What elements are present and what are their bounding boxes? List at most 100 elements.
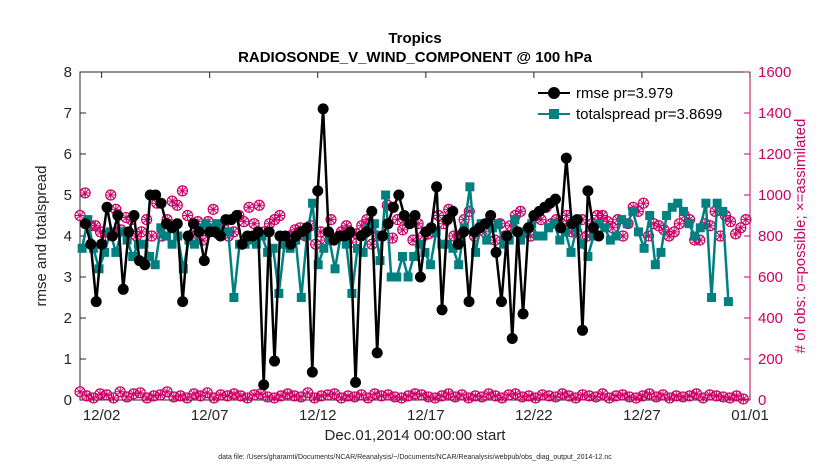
obs-assimilated-point [436, 390, 447, 401]
rmse-point [366, 205, 378, 217]
obs-assimilated-point [195, 390, 206, 401]
totalspread-point [341, 239, 351, 249]
totalspread-point [707, 293, 717, 302]
obs-assimilated-point [269, 392, 280, 403]
rmse-point [441, 214, 453, 226]
totalspread-point [482, 235, 492, 245]
legend: rmse pr=3.979 totalspread pr=3.8699 [533, 80, 743, 128]
rmse-point [258, 379, 270, 391]
totalspread-point [656, 247, 666, 257]
obs-assimilated-point [715, 231, 726, 241]
obs-assimilated-point [146, 231, 157, 241]
rmse-point [447, 205, 459, 217]
rmse-point [79, 218, 91, 230]
rmse-point [517, 308, 529, 320]
rmse-point [123, 226, 135, 238]
rmse-point [252, 226, 264, 238]
rmse-point [306, 366, 318, 378]
rmse-point [150, 189, 162, 201]
obs-assimilated-point [136, 226, 147, 237]
rmse-point [155, 197, 167, 209]
x-tick-label: 12/02 [83, 407, 121, 424]
totalspread-point [712, 198, 722, 208]
obs-assimilated-point [264, 218, 275, 229]
rmse-point [587, 222, 599, 234]
x-axis: 12/02 12/07 12/12 12/17 12/22 12/27 01/01 [83, 72, 769, 424]
obs-assimilated-point [564, 390, 575, 401]
obs-assimilated-point [633, 206, 644, 217]
rmse-point [506, 333, 518, 344]
obs-assimilated-point [607, 222, 618, 233]
y-tick-label: 6 [64, 146, 72, 163]
obs-assimilated-point [90, 220, 101, 231]
totalspread-point [223, 227, 233, 237]
obs-assimilated-point [188, 388, 199, 399]
y2-tick-label: 400 [758, 310, 783, 327]
totalspread-point [471, 247, 481, 257]
obs-assimilated-point [550, 391, 561, 402]
obs-assimilated-point [416, 389, 427, 400]
totalspread-point [695, 223, 705, 233]
obs-assimilated-point [197, 235, 208, 246]
obs-assimilated-point [643, 231, 654, 241]
y-tick-label: 8 [64, 64, 72, 81]
totalspread-point [353, 243, 363, 253]
y-axis-label: rmse and totalspread [33, 166, 50, 307]
rmse-point [236, 238, 248, 250]
obs-assimilated-point [269, 214, 280, 225]
x-tick-label: 12/22 [515, 407, 553, 424]
rmse-point [425, 222, 437, 234]
obs-assimilated-point [229, 388, 240, 399]
obs-assimilated-point [228, 226, 239, 237]
y2-tick-label: 0 [758, 392, 766, 409]
rmse-point [193, 226, 205, 238]
obs-assimilated-point [325, 214, 336, 225]
obs-assimilated-point [664, 392, 675, 403]
obs-assimilated-point [105, 190, 116, 200]
rmse-point [398, 210, 410, 221]
obs-assimilated-point [413, 218, 424, 229]
obs-assimilated-point [254, 200, 265, 211]
y-tick-label: 0 [64, 392, 72, 409]
obs-assimilated-point [95, 226, 106, 237]
obs-assimilated-point [604, 392, 615, 403]
rmse-point [463, 296, 475, 308]
obs-assimilated-point [505, 220, 516, 231]
obs-assimilated-point [694, 235, 705, 246]
totalspread-point [437, 239, 447, 249]
rmse-point [323, 226, 335, 238]
obs-assimilated-point [80, 187, 91, 198]
obs-assimilated-point [302, 387, 313, 398]
rmse-point [177, 296, 189, 308]
totalspread-point [645, 211, 655, 220]
totalspread-point [622, 219, 632, 229]
obs-assimilated-point [637, 390, 648, 401]
totalspread-point [544, 223, 554, 233]
totalspread-point [229, 293, 239, 302]
obs-assimilated-point [407, 235, 418, 246]
obs-assimilated-point [155, 389, 166, 400]
legend-box [533, 80, 743, 128]
footnote: data file: /Users/gharamti/Documents/NCA… [218, 454, 612, 461]
rmse-point [231, 210, 243, 221]
totalspread-point [465, 182, 475, 192]
obs-assimilated-point [361, 214, 372, 225]
totalspread-point [566, 247, 576, 257]
rmse-point [495, 296, 507, 308]
rmse-point [452, 238, 464, 250]
rmse-point [90, 296, 102, 308]
rmse-point [360, 226, 372, 238]
totalspread-point [628, 206, 638, 216]
rmse-point [279, 230, 291, 242]
obs-assimilated-point [182, 210, 193, 221]
totalspread-point [358, 247, 368, 257]
obs-assimilated-point [208, 204, 219, 215]
x-tick-label: 12/07 [191, 407, 229, 424]
totalspread-point [178, 264, 188, 274]
obs-assimilated-point [282, 388, 293, 399]
y2-tick-label: 1000 [758, 187, 791, 204]
rmse-point [512, 226, 524, 238]
y2-tick-label: 600 [758, 269, 783, 286]
totalspread-point [454, 260, 464, 270]
obs-assimilated-point [167, 196, 178, 207]
